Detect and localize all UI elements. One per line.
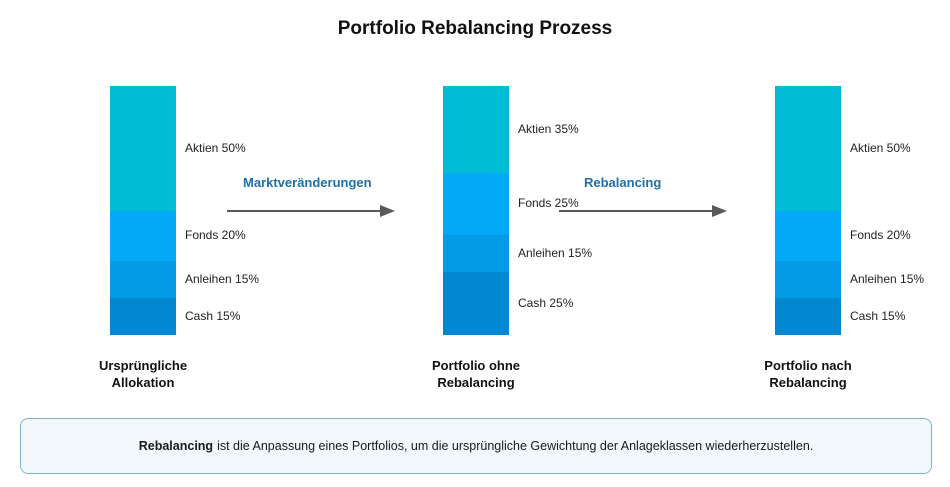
segment-label: Fonds 20% bbox=[185, 228, 246, 242]
info-text: ist die Anpassung eines Portfolios, um d… bbox=[217, 439, 814, 453]
stack-segment bbox=[443, 86, 509, 173]
info-box: Rebalancing ist die Anpassung eines Port… bbox=[20, 418, 932, 474]
portfolio-stack-without-rebalancing: Aktien 35% Fonds 25% Anleihen 15% Cash 25% bbox=[443, 86, 592, 335]
stack-segment bbox=[110, 86, 176, 211]
segment-label: Anleihen 15% bbox=[185, 271, 260, 286]
arrow-right-icon bbox=[227, 205, 395, 217]
arrow-right-icon bbox=[559, 205, 727, 217]
stack-segment bbox=[775, 298, 841, 335]
segment-label: Aktien 50% bbox=[850, 140, 911, 155]
caption-line: Portfolio nach bbox=[764, 358, 852, 373]
stack-segment bbox=[110, 211, 176, 261]
caption-line: Rebalancing bbox=[437, 375, 515, 390]
segment-label: Aktien 35% bbox=[518, 121, 579, 136]
segment-label: Cash 25% bbox=[518, 295, 574, 310]
diagram-title: Portfolio Rebalancing Prozess bbox=[337, 18, 613, 39]
segment-label: Fonds 25% bbox=[518, 196, 579, 210]
info-bold-term: Rebalancing bbox=[138, 439, 214, 453]
stack-segment bbox=[443, 272, 509, 335]
caption-without-rebalancing: Portfolio ohne Rebalancing bbox=[386, 357, 566, 391]
stack-segment bbox=[443, 173, 509, 235]
stack-segment bbox=[443, 235, 509, 272]
arrow-label-rebalancing: Rebalancing bbox=[582, 175, 664, 190]
segment-label: Fonds 20% bbox=[850, 228, 911, 242]
segment-label: Cash 15% bbox=[185, 308, 241, 323]
stack-segment bbox=[775, 211, 841, 261]
arrow-label-market-changes: Marktveränderungen bbox=[243, 175, 372, 190]
caption-line: Allokation bbox=[111, 375, 175, 390]
stack-segment bbox=[775, 86, 841, 211]
caption-line: Rebalancing bbox=[769, 375, 847, 390]
segment-label: Anleihen 15% bbox=[850, 271, 925, 286]
portfolio-stack-original: Aktien 50% Fonds 20% Anleihen 15% Cash 15% bbox=[110, 86, 259, 335]
caption-original: Ursprüngliche Allokation bbox=[53, 357, 233, 391]
segment-label: Aktien 50% bbox=[185, 140, 246, 155]
portfolio-stack-after-rebalancing: Aktien 50% Fonds 20% Anleihen 15% Cash 15% bbox=[775, 86, 924, 335]
caption-line: Ursprüngliche bbox=[98, 358, 188, 373]
stack-segment bbox=[110, 298, 176, 335]
stack-segment bbox=[775, 261, 841, 298]
segment-label: Cash 15% bbox=[850, 308, 906, 323]
segment-label: Anleihen 15% bbox=[518, 245, 593, 260]
caption-after-rebalancing: Portfolio nach Rebalancing bbox=[718, 357, 898, 391]
caption-line: Portfolio ohne bbox=[431, 358, 521, 373]
stack-segment bbox=[110, 261, 176, 298]
